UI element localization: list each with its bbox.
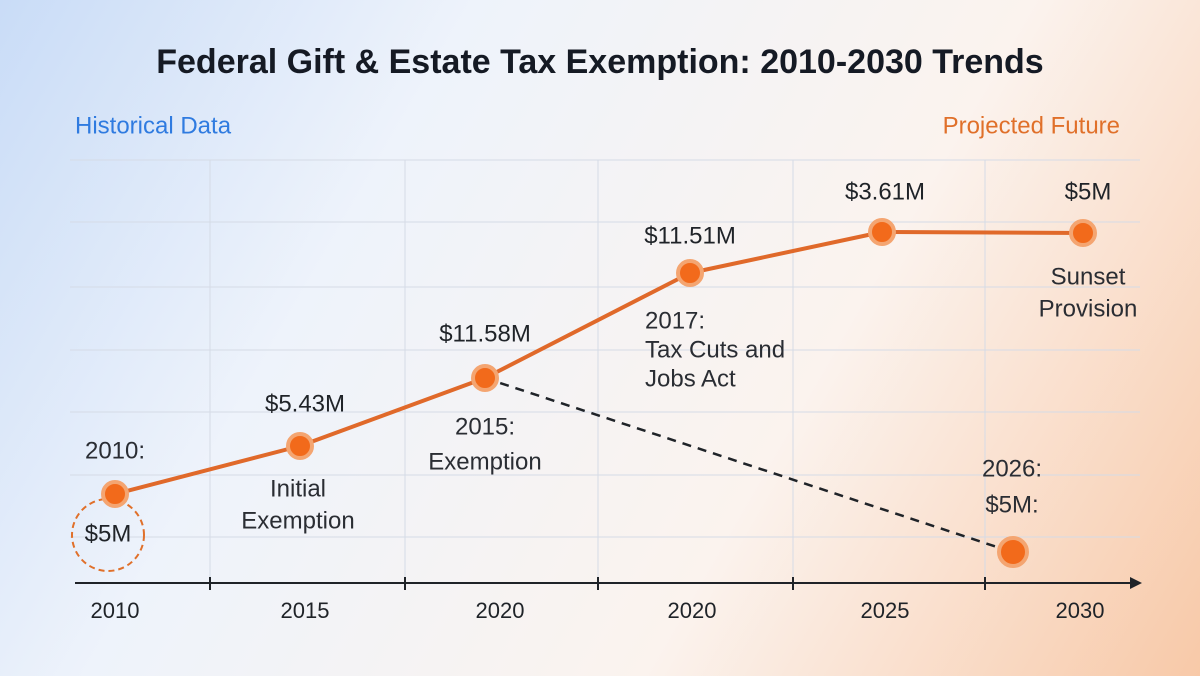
data-point [471, 364, 499, 392]
annotation: 2017: [645, 307, 705, 334]
annotation: Exemption [241, 507, 354, 534]
grid [70, 159, 1140, 583]
x-axis-label: 2020 [476, 598, 525, 623]
value-label: $11.51M [644, 222, 736, 249]
data-point [1069, 219, 1097, 247]
historical-label: Historical Data [75, 112, 232, 139]
value-label: $11.58M [439, 320, 531, 347]
annotation: Provision [1039, 295, 1138, 322]
x-axis-label: 2025 [861, 598, 910, 623]
annotation: 2015: [455, 413, 515, 440]
title: Federal Gift & Estate Tax Exemption: 201… [156, 43, 1043, 81]
annotation: 2026: [982, 455, 1042, 482]
value-label: $5M [85, 520, 132, 547]
data-point [101, 480, 129, 508]
x-axis-label: 2020 [668, 598, 717, 623]
data-point [286, 432, 314, 460]
annotation: $5M: [985, 491, 1038, 518]
x-axis-label: 2010 [91, 598, 140, 623]
value-label: $3.61M [845, 178, 925, 205]
annotation: Jobs Act [645, 365, 736, 392]
annotation: 2010: [85, 437, 145, 464]
value-label: $5.43M [265, 390, 345, 417]
annotation: Initial [270, 475, 326, 502]
data-point [676, 259, 704, 287]
value-label: $5M [1065, 178, 1112, 205]
x-axis-label: 2030 [1056, 598, 1105, 623]
projection-line [484, 376, 1001, 550]
data-point [868, 218, 896, 246]
projected-point [997, 536, 1029, 568]
annotation: Exemption [428, 448, 541, 475]
annotation: Tax Cuts and [645, 336, 785, 363]
x-axis-label: 2015 [281, 598, 330, 623]
projected-label: Projected Future [943, 112, 1120, 139]
trend-line [114, 230, 1084, 496]
highlight-ring [71, 498, 145, 572]
annotation: Sunset [1051, 263, 1126, 290]
